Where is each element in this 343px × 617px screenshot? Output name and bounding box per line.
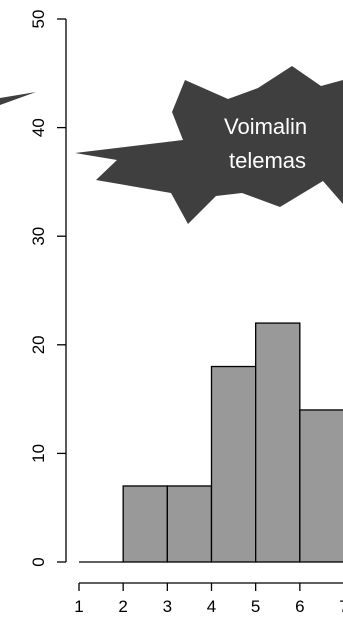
x-tick-label: 3 — [163, 597, 172, 616]
histogram-bars — [79, 322, 343, 563]
annotation-line-2: telemas — [229, 148, 306, 173]
y-tick-label: 40 — [29, 118, 48, 137]
histogram-bar-2 — [122, 485, 168, 563]
histogram-bar-5 — [255, 322, 301, 563]
x-tick-label: 2 — [118, 597, 127, 616]
x-tick-label: 6 — [295, 597, 304, 616]
starburst-callout — [75, 66, 343, 224]
starburst-annotation: Voimalin telemas — [0, 66, 343, 224]
histogram-bar-6 — [299, 409, 343, 563]
y-tick-label: 10 — [29, 444, 48, 463]
x-axis: 1 2 3 4 5 6 7 — [74, 582, 343, 616]
x-tick-label: 5 — [251, 597, 260, 616]
y-tick-label: 20 — [29, 335, 48, 354]
annotation-line-1: Voimalin — [224, 114, 307, 139]
starburst-shape — [0, 92, 36, 105]
x-tick-label: 4 — [207, 597, 216, 616]
y-tick-label: 30 — [29, 227, 48, 246]
x-tick-label: 1 — [74, 597, 83, 616]
histogram-bar-3 — [166, 485, 213, 563]
y-tick-label: 0 — [29, 557, 48, 566]
y-axis: 0 10 20 30 40 50 — [29, 10, 67, 567]
histogram-bar-4 — [210, 365, 257, 563]
x-tick-label: 7 — [339, 597, 343, 616]
y-tick-label: 50 — [29, 10, 48, 29]
